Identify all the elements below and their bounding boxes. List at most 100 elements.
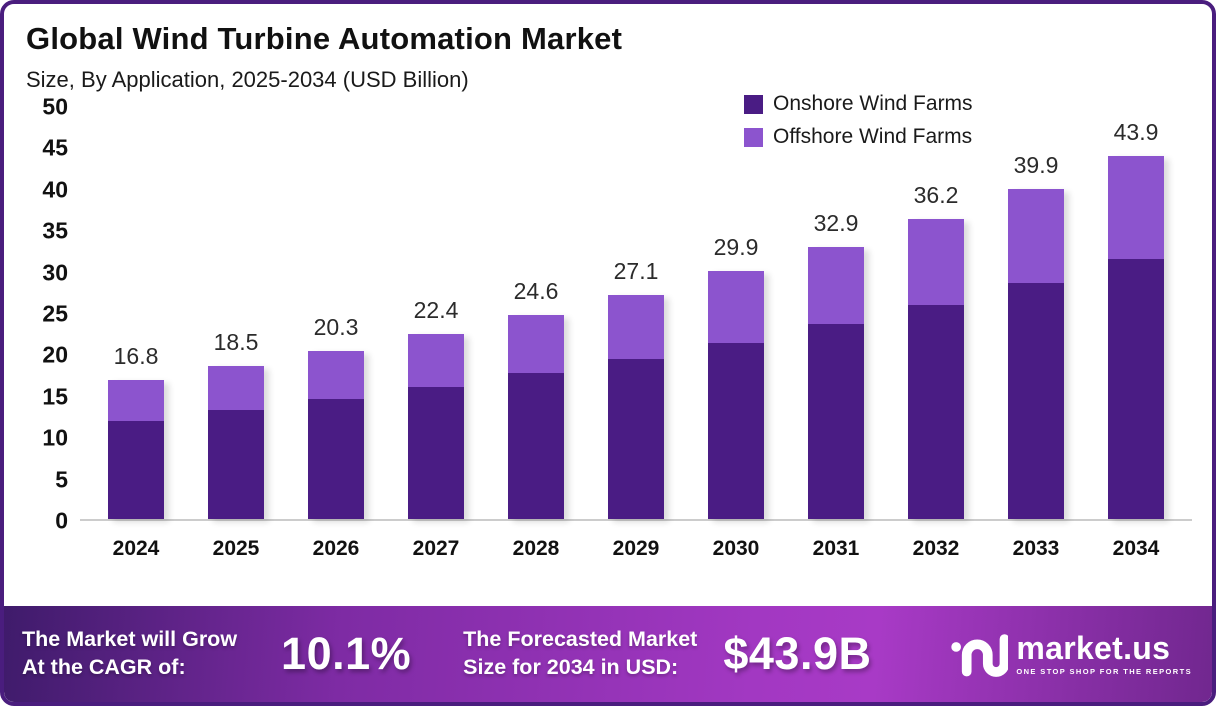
bar-segment: [508, 373, 564, 519]
x-tick-label: 2028: [512, 537, 560, 560]
market-us-logo-text-wrap: market.us ONE STOP SHOP FOR THE REPORTS: [1016, 632, 1192, 676]
y-tick-label: 0: [55, 507, 68, 534]
stacked-bar-2032: [908, 219, 964, 519]
legend-item-offshore: Offshore Wind Farms: [744, 125, 973, 149]
x-tick-label: 2033: [1012, 537, 1060, 560]
bar-segment: [308, 398, 364, 519]
bar-segment: [708, 342, 764, 519]
stacked-bar-2030: [708, 271, 764, 519]
bar-column-2029: 27.1: [586, 107, 686, 519]
cagr-value: 10.1%: [281, 628, 412, 679]
y-tick-label: 35: [42, 217, 68, 244]
bar-total-label: 29.9: [713, 234, 759, 261]
y-tick-label: 30: [42, 259, 68, 286]
legend-item-onshore: Onshore Wind Farms: [744, 92, 973, 116]
y-tick-label: 10: [42, 424, 68, 451]
footer-banner: The Market will Grow At the CAGR of: 10.…: [4, 606, 1212, 702]
bar-segment: [408, 333, 464, 388]
bar-segment: [308, 350, 364, 399]
y-tick-label: 50: [42, 93, 68, 120]
bar-columns: 16.8 18.5 20.3 22.4 24.6 27.1 29.9 32.9 36.2 39.9…: [80, 107, 1192, 519]
bar-column-2024: 16.8: [86, 107, 186, 519]
stacked-bar-2029: [608, 294, 664, 519]
x-tick-label: 2026: [312, 537, 360, 560]
bar-segment: [808, 246, 864, 325]
bar-segment: [808, 324, 864, 519]
cagr-label-line2: At the CAGR of:: [22, 655, 186, 679]
bar-segment: [208, 365, 264, 410]
bar-total-label: 39.9: [1013, 151, 1059, 178]
bar-total-label: 43.9: [1113, 118, 1159, 145]
bar-segment: [1008, 188, 1064, 283]
x-tick-label: 2027: [412, 537, 460, 560]
bar-chart: 0 5 10 15 20 25 30 35 40 45 50 16.8 18.5 20.3 22.4 24.…: [4, 95, 1212, 606]
bar-segment: [108, 379, 164, 422]
market-us-logo-icon: [951, 634, 1009, 677]
cagr-label: The Market will Grow At the CAGR of:: [22, 626, 237, 682]
stacked-bar-2028: [508, 315, 564, 519]
y-axis: 0 5 10 15 20 25 30 35 40 45 50: [18, 95, 80, 532]
bar-total-label: 22.4: [413, 296, 459, 323]
bar-segment: [108, 421, 164, 519]
legend-swatch-icon: [744, 127, 763, 147]
stacked-bar-2024: [108, 379, 164, 519]
plot-column: 16.8 18.5 20.3 22.4 24.6 27.1 29.9 32.9 36.2 39.9…: [80, 107, 1192, 606]
chart-legend: Onshore Wind Farms Offshore Wind Farms: [744, 92, 973, 149]
bar-total-label: 36.2: [913, 182, 959, 209]
stacked-bar-2034: [1108, 155, 1164, 519]
bar-segment: [1108, 155, 1164, 259]
bar-segment: [908, 304, 964, 519]
stacked-bar-2031: [808, 246, 864, 519]
bar-column-2034: 43.9: [1086, 107, 1186, 519]
bar-total-label: 16.8: [113, 342, 159, 369]
bar-column-2028: 24.6: [486, 107, 586, 519]
market-us-logo-text: market.us: [1016, 630, 1171, 666]
forecast-label-line2: Size for 2034 in USD:: [463, 655, 679, 679]
x-axis: 2024 2025 2026 2027 2028 2029 2030 2031 2032 2033…: [80, 537, 1192, 561]
bar-column-2027: 22.4: [386, 107, 486, 519]
bar-total-label: 18.5: [213, 328, 259, 355]
bar-column-2033: 39.9: [986, 107, 1086, 519]
stacked-bar-2027: [408, 333, 464, 519]
y-tick-label: 25: [42, 300, 68, 327]
forecast-label-line1: The Forecasted Market: [463, 627, 698, 652]
y-tick-label: 5: [55, 466, 68, 493]
y-tick-label: 45: [42, 134, 68, 161]
legend-label: Offshore Wind Farms: [773, 125, 973, 148]
chart-subtitle: Size, By Application, 2025-2034 (USD Bil…: [26, 67, 469, 92]
bar-segment: [508, 315, 564, 374]
x-tick-label: 2029: [612, 537, 660, 560]
cagr-label-line1: The Market will Grow: [22, 627, 238, 652]
bar-segment: [208, 409, 264, 519]
bar-column-2031: 32.9: [786, 107, 886, 519]
bar-column-2030: 29.9: [686, 107, 786, 519]
bar-segment: [408, 387, 464, 519]
bar-segment: [608, 359, 664, 519]
forecast-value: $43.9B: [723, 628, 872, 679]
bar-segment: [1108, 259, 1164, 519]
forecast-label: The Forecasted Market Size for 2034 in U…: [463, 626, 697, 682]
legend-swatch-icon: [744, 94, 763, 114]
market-us-logo[interactable]: market.us ONE STOP SHOP FOR THE REPORTS: [950, 628, 1192, 680]
bar-column-2032: 36.2: [886, 107, 986, 519]
x-tick-label: 2024: [112, 537, 160, 560]
x-tick-label: 2031: [812, 537, 860, 560]
y-tick-label: 40: [42, 176, 68, 203]
market-us-logo-tagline: ONE STOP SHOP FOR THE REPORTS: [1016, 667, 1192, 676]
x-tick-label: 2025: [212, 537, 260, 560]
stacked-bar-2026: [308, 350, 364, 519]
bar-segment: [608, 294, 664, 360]
bar-column-2026: 20.3: [286, 107, 386, 519]
stacked-bar-2033: [1008, 188, 1064, 519]
stacked-bar-2025: [208, 365, 264, 519]
x-tick-label: 2034: [1112, 537, 1160, 560]
header: Global Wind Turbine Automation Market Si…: [4, 4, 1212, 93]
x-tick-label: 2032: [912, 537, 960, 560]
y-tick-label: 15: [42, 383, 68, 410]
bar-total-label: 27.1: [613, 257, 659, 284]
legend-label: Onshore Wind Farms: [773, 92, 973, 115]
y-tick-label: 20: [42, 341, 68, 368]
plot-area: 16.8 18.5 20.3 22.4 24.6 27.1 29.9 32.9 36.2 39.9…: [80, 107, 1192, 521]
bar-segment: [908, 219, 964, 305]
